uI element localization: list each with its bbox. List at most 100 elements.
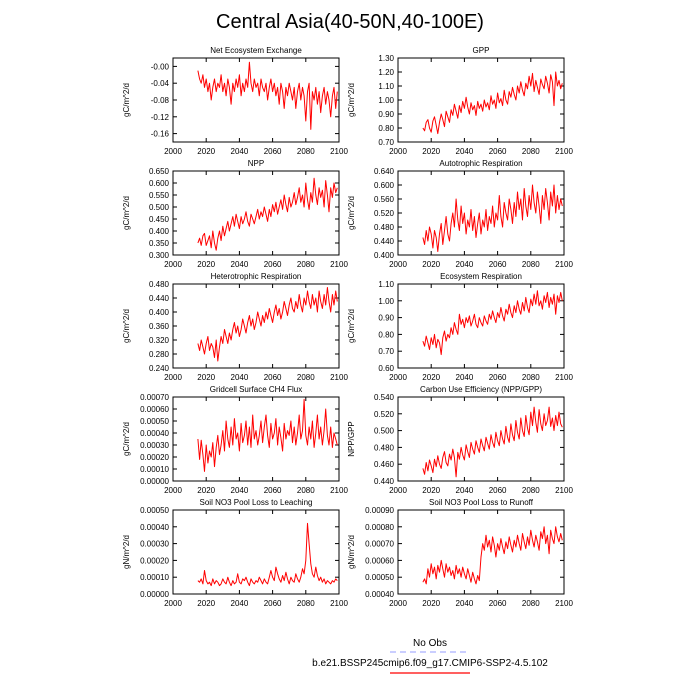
panel-npp-ylabel: gC/m^2/d: [122, 196, 131, 230]
panel-heterotrophic-respiration-ytick-label: 0.440: [149, 294, 170, 303]
panel-soil-no3-pool-loss-to-leaching-ylabel: gN/m^2/d: [122, 535, 131, 569]
panel-autotrophic-respiration-ytick-label: 0.480: [374, 223, 395, 232]
panel-gpp-xtick-label: 2020: [422, 147, 440, 156]
panel-gpp-ytick-label: 0.70: [378, 138, 394, 147]
panel-autotrophic-respiration: Autotrophic Respiration gC/m^2/d 2000 2020 2…: [347, 159, 573, 269]
panel-gpp-ytick-label: 1.30: [378, 54, 394, 63]
panel-soil-no3-pool-loss-to-leaching-series-line: [197, 522, 338, 587]
panel-autotrophic-respiration-ytick-label: 0.560: [374, 195, 395, 204]
panel-gridcell-surface-ch4-flux-xtick-label: 2100: [330, 486, 348, 495]
panel-carbon-use-efficiency-npp-gpp-ytick-label: 0.500: [374, 427, 395, 436]
panel-net-ecosystem-exchange-series-line: [197, 61, 338, 130]
panel-net-ecosystem-exchange-ytick-label: -0.04: [151, 79, 170, 88]
panel-soil-no3-pool-loss-to-leaching-ytick-label: 0.00010: [140, 573, 169, 582]
panel-heterotrophic-respiration-ytick-label: 0.320: [149, 336, 170, 345]
panel-net-ecosystem-exchange-xtick-label: 2100: [330, 147, 348, 156]
panel-npp-ytick-label: 0.450: [149, 215, 170, 224]
panel-soil-no3-pool-loss-to-leaching-ytick-label: 0.00000: [140, 590, 169, 599]
panel-gridcell-surface-ch4-flux-xtick-label: 2080: [297, 486, 315, 495]
panel-carbon-use-efficiency-npp-gpp-xtick-label: 2020: [422, 486, 440, 495]
panel-ecosystem-respiration-ylabel: gC/m^2/d: [347, 309, 356, 343]
panel-gpp-xtick-label: 2100: [555, 147, 573, 156]
panel-soil-no3-pool-loss-to-leaching-frame: [172, 509, 340, 595]
panel-heterotrophic-respiration-xtick-label: 2020: [197, 373, 215, 382]
panel-net-ecosystem-exchange-ylabel: gC/m^2/d: [122, 83, 131, 117]
panel-net-ecosystem-exchange-xtick-label: 2000: [164, 147, 182, 156]
panel-autotrophic-respiration-xtick-label: 2100: [555, 260, 573, 269]
panel-gridcell-surface-ch4-flux-xtick-label: 2040: [231, 486, 249, 495]
panel-gpp-ytick-label: 1.10: [378, 82, 394, 91]
panel-npp-xtick-label: 2040: [231, 260, 249, 269]
panel-ecosystem-respiration-ytick-label: 0.70: [378, 347, 394, 356]
panel-heterotrophic-respiration-ytick-label: 0.480: [149, 280, 170, 289]
panel-soil-no3-pool-loss-to-runoff-ytick-label: 0.00060: [365, 556, 394, 565]
panel-soil-no3-pool-loss-to-leaching-ytick-label: 0.00040: [140, 523, 169, 532]
panel-soil-no3-pool-loss-to-leaching-ytick-label: 0.00030: [140, 540, 169, 549]
panel-heterotrophic-respiration: Heterotrophic Respiration gC/m^2/d 2000 202…: [122, 272, 348, 382]
panel-ecosystem-respiration-xtick-label: 2080: [522, 373, 540, 382]
panel-heterotrophic-respiration-series-line: [197, 287, 338, 362]
panel-soil-no3-pool-loss-to-runoff-frame: [397, 509, 565, 595]
panel-gridcell-surface-ch4-flux-ytick-label: 0.00010: [140, 465, 169, 474]
panel-soil-no3-pool-loss-to-runoff-series-line: [422, 526, 563, 585]
panel-soil-no3-pool-loss-to-runoff-ytick-label: 0.00070: [365, 540, 394, 549]
legend-label-no-obs: No Obs: [413, 638, 447, 649]
panel-carbon-use-efficiency-npp-gpp-xtick-label: 2060: [489, 486, 507, 495]
panel-npp-title: NPP: [248, 159, 264, 168]
panel-autotrophic-respiration-ytick-label: 0.520: [374, 209, 395, 218]
panel-heterotrophic-respiration-xtick-label: 2100: [330, 373, 348, 382]
panel-gpp-ytick-label: 1.00: [378, 96, 394, 105]
panel-soil-no3-pool-loss-to-leaching-xtick-label: 2080: [297, 599, 315, 608]
panel-heterotrophic-respiration-ylabel: gC/m^2/d: [122, 309, 131, 343]
panel-npp: NPP gC/m^2/d 2000 2020 2040 2060 2080 2100 0.300…: [122, 159, 348, 269]
panel-net-ecosystem-exchange-xtick-label: 2020: [197, 147, 215, 156]
panel-ecosystem-respiration-xtick-label: 2100: [555, 373, 573, 382]
panel-npp-ytick-label: 0.400: [149, 227, 170, 236]
panel-grid: Net Ecosystem Exchange gC/m^2/d 2000 2020 20…: [122, 46, 573, 608]
panel-soil-no3-pool-loss-to-runoff-title: Soil NO3 Pool Loss to Runoff: [429, 498, 534, 507]
panel-carbon-use-efficiency-npp-gpp-title: Carbon Use Efficiency (NPP/GPP): [420, 385, 542, 394]
panel-soil-no3-pool-loss-to-runoff-ytick-label: 0.00090: [365, 506, 394, 515]
panel-soil-no3-pool-loss-to-leaching-xtick-label: 2020: [197, 599, 215, 608]
panel-soil-no3-pool-loss-to-runoff-ytick-label: 0.00080: [365, 523, 394, 532]
panel-gridcell-surface-ch4-flux-ytick-label: 0.00040: [140, 429, 169, 438]
panel-npp-ytick-label: 0.550: [149, 191, 170, 200]
panel-soil-no3-pool-loss-to-leaching-xtick-label: 2060: [264, 599, 282, 608]
panel-soil-no3-pool-loss-to-runoff-ytick-label: 0.00040: [365, 590, 394, 599]
panel-carbon-use-efficiency-npp-gpp-frame: [397, 396, 565, 482]
panel-carbon-use-efficiency-npp-gpp-ylabel: NPP/GPP: [347, 421, 356, 457]
panel-npp-ytick-label: 0.500: [149, 203, 170, 212]
panel-carbon-use-efficiency-npp-gpp-xtick-label: 2040: [456, 486, 474, 495]
panel-autotrophic-respiration-ytick-label: 0.640: [374, 167, 395, 176]
panel-npp-ytick-label: 0.600: [149, 179, 170, 188]
panel-gpp: GPP gC/m^2/d 2000 2020 2040 2060 2080 2100 0.70 0…: [347, 46, 573, 156]
panel-autotrophic-respiration-xtick-label: 2020: [422, 260, 440, 269]
panel-gpp-series-line: [422, 71, 563, 135]
panel-autotrophic-respiration-xtick-label: 2080: [522, 260, 540, 269]
panel-carbon-use-efficiency-npp-gpp-ytick-label: 0.520: [374, 410, 395, 419]
legend: No Obs b.e21.BSSP245cmip6.f09_g17.CMIP6-…: [312, 638, 548, 674]
panel-carbon-use-efficiency-npp-gpp-ytick-label: 0.460: [374, 460, 395, 469]
panel-soil-no3-pool-loss-to-runoff-xtick-label: 2000: [389, 599, 407, 608]
panel-autotrophic-respiration-ytick-label: 0.600: [374, 181, 395, 190]
panel-gridcell-surface-ch4-flux-ylabel: gC/m^2/d: [122, 422, 131, 456]
panel-gridcell-surface-ch4-flux-xtick-label: 2020: [197, 486, 215, 495]
panel-gridcell-surface-ch4-flux-series-line: [197, 398, 338, 472]
panel-soil-no3-pool-loss-to-leaching-title: Soil NO3 Pool Loss to Leaching: [200, 498, 313, 507]
panel-ecosystem-respiration-ytick-label: 1.00: [378, 297, 394, 306]
panel-npp-ytick-label: 0.650: [149, 167, 170, 176]
panel-ecosystem-respiration-ytick-label: 0.60: [378, 364, 394, 373]
panel-soil-no3-pool-loss-to-runoff: Soil NO3 Pool Loss to Runoff gN/m^2/d 2000…: [347, 498, 573, 608]
panel-gridcell-surface-ch4-flux-ytick-label: 0.00070: [140, 393, 169, 402]
panel-npp-ytick-label: 0.350: [149, 239, 170, 248]
panel-gpp-xtick-label: 2040: [456, 147, 474, 156]
panel-npp-xtick-label: 2000: [164, 260, 182, 269]
panel-heterotrophic-respiration-ytick-label: 0.400: [149, 308, 170, 317]
panel-gpp-ytick-label: 1.20: [378, 68, 394, 77]
panel-carbon-use-efficiency-npp-gpp-series-line: [422, 406, 563, 478]
panel-gridcell-surface-ch4-flux-ytick-label: 0.00050: [140, 417, 169, 426]
panel-heterotrophic-respiration-xtick-label: 2080: [297, 373, 315, 382]
legend-label-model-run: b.e21.BSSP245cmip6.f09_g17.CMIP6-SSP2-4.…: [312, 658, 548, 669]
